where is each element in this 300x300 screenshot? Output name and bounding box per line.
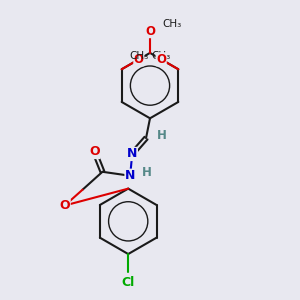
Text: H: H xyxy=(142,166,152,179)
Text: CH₃: CH₃ xyxy=(152,51,171,62)
Text: O: O xyxy=(89,146,100,158)
Text: N: N xyxy=(127,148,137,160)
Text: H: H xyxy=(157,129,167,142)
Text: CH₃: CH₃ xyxy=(162,19,181,29)
Text: O: O xyxy=(145,25,155,38)
Text: O: O xyxy=(134,53,144,66)
Text: Cl: Cl xyxy=(122,276,135,289)
Text: O: O xyxy=(59,199,70,212)
Text: N: N xyxy=(125,169,135,182)
Text: O: O xyxy=(156,53,166,66)
Text: CH₃: CH₃ xyxy=(129,51,148,62)
